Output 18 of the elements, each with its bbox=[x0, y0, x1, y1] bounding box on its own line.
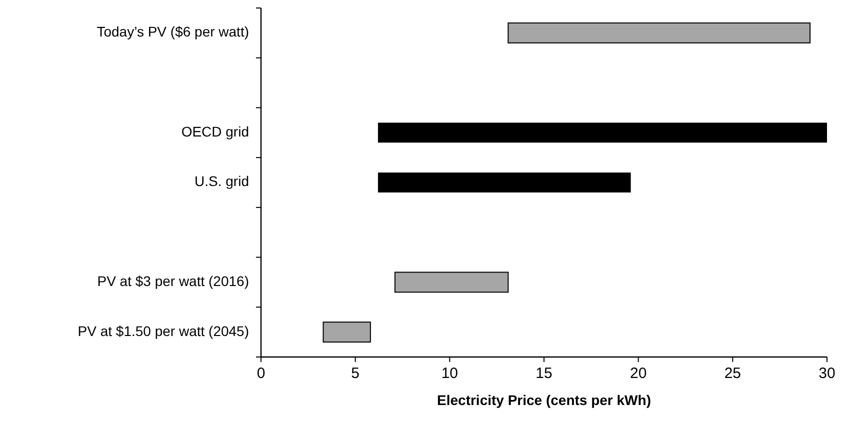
x-tick-label: 30 bbox=[818, 365, 836, 382]
bar bbox=[394, 272, 509, 293]
y-tick-label: PV at $1.50 per watt (2045) bbox=[78, 322, 249, 339]
y-tick-label: U.S. grid bbox=[194, 173, 249, 190]
x-tick-label: 15 bbox=[536, 365, 552, 382]
x-tick-label: 0 bbox=[256, 365, 266, 382]
bar bbox=[378, 172, 631, 192]
y-tick-label: PV at $3 per watt (2016) bbox=[97, 272, 249, 289]
x-tick-label: 25 bbox=[724, 365, 742, 382]
bar bbox=[508, 22, 811, 44]
x-tick-label: 20 bbox=[630, 365, 647, 382]
bar bbox=[378, 122, 827, 143]
y-tick-label: OECD grid bbox=[181, 123, 249, 140]
x-tick-label: 5 bbox=[351, 365, 360, 382]
x-tick-label: 10 bbox=[441, 365, 458, 382]
x-axis-title: Electricity Price (cents per kWh) bbox=[437, 392, 651, 408]
bar bbox=[322, 322, 371, 343]
y-tick-label: Today’s PV ($6 per watt) bbox=[96, 24, 249, 40]
